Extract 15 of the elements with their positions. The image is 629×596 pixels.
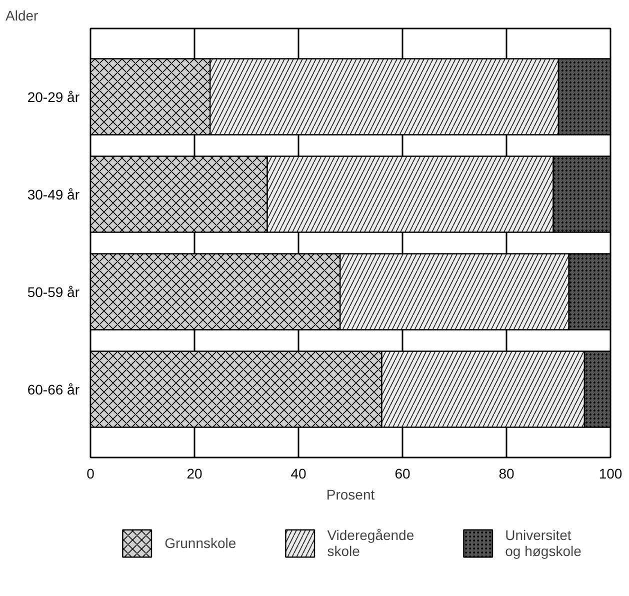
- y-tick-label: 30-49 år: [27, 186, 80, 202]
- x-tick-label: 100: [598, 466, 622, 482]
- x-axis-title: Prosent: [326, 486, 375, 502]
- x-tick-label: 40: [290, 466, 306, 482]
- y-tick-label: 20-29 år: [27, 88, 80, 105]
- legend-label: Universitet og høgskole: [505, 526, 582, 558]
- y-tick-label: 60-66 år: [27, 381, 80, 398]
- x-tick-label: 60: [394, 466, 410, 482]
- x-tick-label: 20: [186, 466, 202, 482]
- y-tick-label: 50-59 år: [27, 284, 80, 300]
- y-axis-title: Alder: [6, 8, 39, 24]
- x-tick-label: 0: [86, 466, 95, 482]
- legend-label: Grunnskole: [164, 534, 236, 550]
- x-tick-label: 80: [498, 466, 514, 482]
- legend-label: Videregående skole: [327, 526, 414, 558]
